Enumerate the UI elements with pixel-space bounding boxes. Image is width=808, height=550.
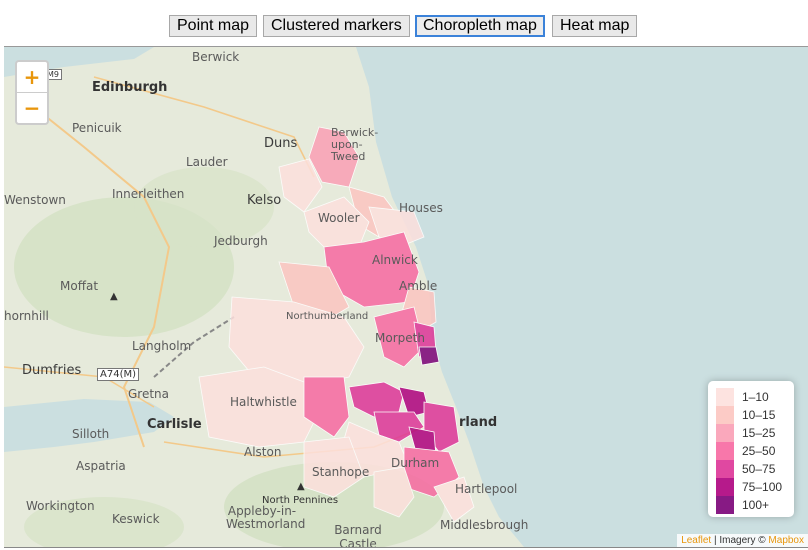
- place-label: Houses: [399, 201, 443, 215]
- place-label: Hartlepool: [455, 482, 518, 496]
- place-label: Appleby-in-Westmorland: [226, 504, 306, 531]
- legend-swatch: [716, 478, 734, 496]
- legend-label: 25–50: [742, 444, 776, 458]
- place-label: Kelso: [247, 193, 282, 208]
- place-label: Northumberland: [286, 311, 369, 322]
- clustered-markers-button[interactable]: Clustered markers: [263, 15, 410, 37]
- region-morpeth: [373, 306, 425, 368]
- legend-swatch: [716, 460, 734, 478]
- place-label: Moffat: [60, 279, 99, 293]
- attribution: Leaflet | Imagery © Mapbox: [677, 534, 808, 547]
- place-label: Langholm: [132, 339, 192, 353]
- legend-label: 50–75: [742, 462, 776, 476]
- legend-label: 15–25: [742, 426, 776, 440]
- region-north-tweed: [278, 158, 323, 213]
- place-label: Morpeth: [375, 331, 425, 345]
- region-south-coast: [433, 476, 475, 523]
- legend-swatch: [716, 406, 734, 424]
- place-label: Alnwick: [372, 253, 418, 267]
- region-hexham: [198, 366, 320, 448]
- place-label: Lauder: [186, 155, 228, 169]
- place-label: Gretna: [128, 387, 170, 401]
- choropleth-map-button[interactable]: Choropleth map: [415, 15, 545, 37]
- legend-label: 100+: [742, 498, 770, 512]
- place-label: Barnard Castle: [334, 523, 382, 548]
- svg-text:▲: ▲: [297, 481, 305, 492]
- place-label: Berwick-upon-Tweed: [331, 126, 379, 163]
- zoom-out-button[interactable]: −: [23, 96, 41, 120]
- legend-item: 1–10: [716, 388, 786, 406]
- leaflet-link[interactable]: Leaflet: [681, 535, 712, 546]
- legend-swatch: [716, 424, 734, 442]
- region-durham-s: [373, 466, 415, 518]
- point-map-button[interactable]: Point map: [169, 15, 258, 37]
- legend-item: 50–75: [716, 460, 786, 478]
- place-label: hornhill: [4, 309, 49, 323]
- region-northumberland: [228, 296, 365, 388]
- place-label: rland: [459, 415, 498, 430]
- svg-text:▲: ▲: [110, 291, 118, 302]
- place-label: Workington: [26, 499, 95, 513]
- zoom-control: + −: [15, 60, 49, 125]
- place-label: Alston: [244, 445, 282, 459]
- legend-swatch: [716, 442, 734, 460]
- place-label: Silloth: [72, 427, 110, 441]
- place-label: Edinburgh: [92, 80, 168, 95]
- legend-item: 25–50: [716, 442, 786, 460]
- attribution-text: | Imagery ©: [711, 535, 769, 546]
- legend: 1–10 10–15 15–25 25–50 50–75 75–100 100+: [708, 381, 794, 517]
- place-label: Carlisle: [147, 417, 202, 432]
- place-label: Duns: [264, 136, 298, 151]
- place-label: Innerleithen: [112, 187, 185, 201]
- place-label: North Pennines: [262, 495, 339, 506]
- place-label: Aspatria: [76, 459, 126, 473]
- region-weardale: [303, 436, 365, 498]
- legend-swatch: [716, 496, 734, 514]
- place-label: Keswick: [112, 512, 160, 526]
- place-label: Dumfries: [22, 363, 82, 378]
- place-label: Berwick: [192, 50, 240, 64]
- zoom-in-button[interactable]: +: [17, 62, 47, 93]
- map-view[interactable]: ▲ ▲ Berwick Edinburgh Penicuik Duns Laud…: [4, 46, 808, 548]
- place-label: Middlesbrough: [440, 518, 529, 532]
- mapbox-link[interactable]: Mapbox: [768, 535, 804, 546]
- legend-item: 75–100: [716, 478, 786, 496]
- choropleth-regions: [198, 126, 475, 523]
- place-label: Haltwhistle: [230, 395, 297, 409]
- place-label: Wooler: [318, 211, 360, 225]
- road-shield: A74(M): [97, 368, 139, 381]
- map-basemap: ▲ ▲: [4, 47, 524, 547]
- legend-swatch: [716, 388, 734, 406]
- place-label: Amble: [399, 279, 438, 293]
- legend-item: 15–25: [716, 424, 786, 442]
- heat-map-button[interactable]: Heat map: [552, 15, 638, 37]
- place-label: Jedburgh: [214, 234, 268, 248]
- legend-label: 10–15: [742, 408, 776, 422]
- place-label: Wenstown: [4, 193, 66, 207]
- toolbar: Point map Clustered markers Choropleth m…: [0, 0, 808, 46]
- legend-item: 10–15: [716, 406, 786, 424]
- place-label: Stanhope: [312, 465, 370, 479]
- legend-label: 75–100: [742, 480, 783, 494]
- region-blyth: [418, 346, 440, 366]
- place-label: Penicuik: [72, 121, 122, 135]
- legend-label: 1–10: [742, 390, 769, 404]
- region-tyne-west: [303, 376, 350, 438]
- place-label: Durham: [391, 456, 440, 470]
- legend-item: 100+: [716, 496, 786, 514]
